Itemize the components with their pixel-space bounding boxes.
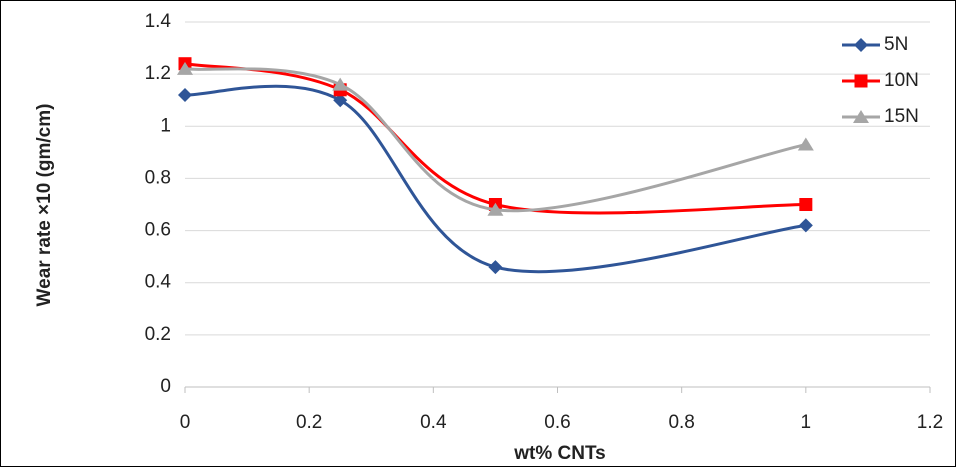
marker	[854, 38, 868, 52]
marker	[177, 61, 193, 75]
y-tick-label: 0.2	[145, 324, 171, 345]
legend-label: 10N	[884, 70, 919, 91]
x-tick-label: 0.6	[544, 412, 570, 433]
marker	[854, 74, 868, 88]
marker	[487, 202, 504, 216]
marker	[797, 137, 814, 151]
x-tick-label: 0.2	[296, 412, 322, 433]
marker	[178, 88, 192, 102]
legend-label: 5N	[884, 34, 908, 55]
x-tick-label: 0	[180, 412, 191, 433]
y-tick-label: 0.4	[145, 272, 172, 293]
x-tick-label: 1.2	[917, 412, 943, 433]
marker	[853, 110, 869, 123]
series-line	[184, 84, 807, 274]
legend-label: 15N	[884, 106, 919, 127]
marker	[488, 260, 503, 275]
marker	[332, 77, 349, 91]
y-tick-label: 1.2	[145, 63, 171, 84]
marker	[798, 218, 813, 233]
x-tick-label: 0.8	[668, 412, 694, 433]
marker	[333, 93, 348, 108]
marker	[799, 198, 813, 211]
series-line	[184, 62, 806, 215]
y-tick-label: 1.4	[145, 11, 172, 32]
x-axis-title: wt% CNTs	[513, 443, 605, 464]
y-tick-label: 0.6	[145, 220, 171, 241]
x-tick-label: 1	[801, 412, 812, 433]
y-tick-label: 0.8	[145, 167, 171, 188]
y-tick-label: 1	[160, 115, 171, 136]
series-line	[184, 67, 807, 213]
x-tick-label: 0.4	[420, 412, 447, 433]
y-tick-label: 0	[160, 376, 171, 397]
y-axis-title: Wear rate ×10 (gm/cm)	[34, 104, 55, 307]
